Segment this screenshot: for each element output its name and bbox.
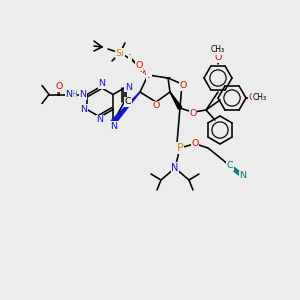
Polygon shape <box>111 92 140 124</box>
Text: O: O <box>152 101 160 110</box>
Text: N: N <box>97 116 104 124</box>
Text: CH₃: CH₃ <box>253 94 267 103</box>
Text: O: O <box>179 82 187 91</box>
Text: N: N <box>65 90 73 99</box>
Text: N: N <box>80 90 86 99</box>
Text: N: N <box>239 172 247 181</box>
Text: ·: · <box>128 50 132 60</box>
Polygon shape <box>170 92 182 109</box>
Text: N: N <box>125 82 132 91</box>
Text: C: C <box>227 161 233 170</box>
Text: O: O <box>55 82 63 91</box>
Text: O: O <box>189 109 197 118</box>
Text: N: N <box>110 122 118 131</box>
Text: ·: · <box>147 73 151 85</box>
Text: O: O <box>248 94 256 103</box>
Text: N: N <box>171 163 179 173</box>
Text: H: H <box>71 90 77 99</box>
Text: C: C <box>125 98 132 106</box>
Text: N: N <box>80 105 88 114</box>
Text: O: O <box>191 140 199 148</box>
Text: P: P <box>177 143 183 153</box>
Text: O: O <box>135 61 143 70</box>
Text: N: N <box>98 80 106 88</box>
Text: CH₃: CH₃ <box>211 46 225 55</box>
Text: O: O <box>214 53 222 62</box>
Text: Si: Si <box>116 49 124 58</box>
